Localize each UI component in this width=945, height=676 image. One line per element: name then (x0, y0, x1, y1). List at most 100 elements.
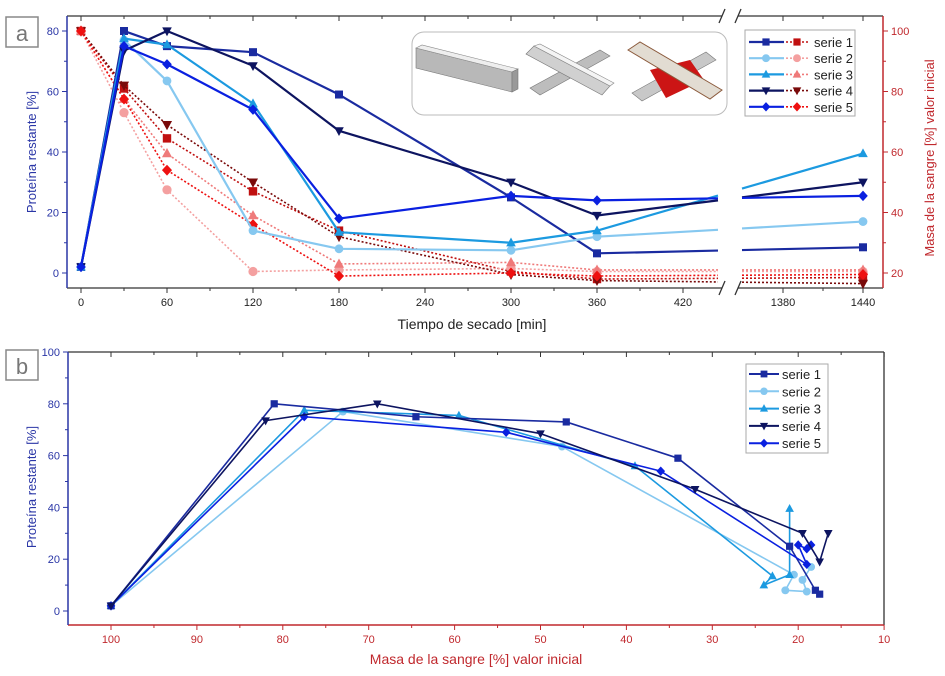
legend-label: serie 1 (782, 367, 821, 382)
protein-series-line (79, 29, 719, 268)
panel-b-legend: serie 1 serie 2 serie 3 serie 4 serie 5 (745, 363, 829, 454)
protein-series-line (741, 152, 864, 190)
data-point (785, 570, 794, 578)
data-point (798, 530, 807, 538)
protein-data-point (162, 59, 172, 70)
mass-series-line (80, 30, 718, 273)
mass-data-point (857, 269, 869, 280)
axis-break-mark (734, 280, 742, 296)
sample-blood-stained-image (627, 41, 723, 102)
legend-label: serie 2 (782, 384, 821, 399)
protein-data-point (334, 244, 344, 254)
x-tick-label: 100 (102, 634, 120, 646)
legend-marker (760, 370, 768, 378)
mass-data-point (118, 81, 130, 91)
x-tick-label: 30 (706, 634, 718, 646)
y-tick-label: 40 (47, 147, 59, 159)
protein-data-point (592, 211, 602, 221)
y-tick-label: 100 (42, 347, 60, 359)
protein-data-point (248, 98, 258, 108)
data-point (815, 558, 824, 567)
y2-tick-label: 80 (891, 87, 903, 99)
mass-data-point (162, 185, 172, 195)
data-point (798, 575, 807, 584)
protein-data-point (593, 249, 601, 258)
x-tick-label: 180 (330, 297, 348, 309)
legend-mass-marker (792, 102, 802, 112)
panel-b-label: b (16, 354, 28, 379)
data-point (261, 417, 270, 426)
series-line (110, 409, 791, 607)
data-point (793, 540, 803, 550)
y-tick-label: 20 (47, 208, 59, 220)
protein-series-line (79, 29, 719, 268)
data-point (823, 530, 833, 538)
mass-data-point (161, 148, 173, 158)
x-tick-label: 420 (674, 297, 692, 309)
mass-data-point (162, 134, 172, 143)
protein-data-point (119, 40, 129, 52)
sample-crossed-bars-image (525, 43, 615, 96)
panel-b-y-axis-title: Proteína restante [%] (24, 426, 39, 548)
protein-data-point (858, 178, 868, 188)
data-point (270, 400, 278, 408)
legend-mass-marker (792, 87, 802, 96)
x-tick-label: 1380 (771, 297, 795, 309)
legend-marker (759, 422, 769, 431)
y2-tick-label: 40 (891, 208, 903, 220)
x-tick-label: 0 (78, 297, 84, 309)
legend-label: serie 2 (814, 51, 853, 66)
panel-a-label-box (5, 16, 39, 48)
x-tick-label: 50 (534, 634, 546, 646)
x-tick-label: 20 (792, 634, 804, 646)
x-tick-label: 60 (161, 297, 173, 309)
legend-protein-marker (762, 54, 770, 63)
protein-data-point (119, 33, 129, 43)
y-tick-label: 80 (48, 399, 60, 411)
mass-data-point (248, 266, 258, 277)
protein-series-line (79, 37, 719, 268)
legend-label: serie 5 (814, 100, 853, 115)
series-line (110, 410, 812, 607)
data-point (299, 405, 309, 414)
data-point (501, 427, 511, 437)
sample-bar-image (415, 44, 519, 93)
mass-data-point (857, 279, 869, 290)
inset-sample-images (411, 31, 728, 116)
protein-data-point (506, 190, 516, 202)
protein-data-point (162, 27, 172, 37)
mass-data-point (161, 164, 173, 176)
legend-mass-marker (793, 38, 801, 46)
axis-break-mark (718, 280, 726, 296)
x-tick-label: 90 (191, 634, 203, 646)
legend-mass-marker (793, 54, 801, 63)
protein-data-point (334, 213, 344, 224)
protein-data-point (859, 243, 867, 252)
protein-data-point (858, 190, 868, 202)
mass-data-point (248, 187, 258, 196)
legend-protein-marker (761, 87, 771, 96)
y-tick-label: 0 (54, 606, 60, 618)
protein-data-point (334, 127, 344, 137)
x-tick-label: 360 (588, 297, 606, 309)
protein-data-point (335, 90, 343, 99)
legend-protein-marker (761, 69, 771, 78)
x-tick-label: 70 (363, 634, 375, 646)
legend-mass-marker (792, 69, 802, 78)
protein-data-point (248, 226, 258, 236)
legend-label: serie 3 (782, 402, 821, 417)
protein-data-point (162, 39, 172, 49)
legend-label: serie 1 (814, 35, 853, 50)
panel-b-x-axis-title: Masa de la sangre [%] valor inicial (370, 651, 582, 667)
protein-series-line (741, 246, 864, 252)
data-point (690, 486, 700, 494)
mass-data-point (505, 256, 517, 267)
legend-label: serie 3 (814, 67, 853, 82)
protein-data-point (162, 76, 172, 86)
y2-tick-label: 20 (891, 268, 903, 280)
protein-data-point (592, 225, 602, 235)
axis-break-mark (718, 8, 726, 24)
protein-data-point (506, 245, 516, 255)
x-tick-label: 10 (878, 634, 890, 646)
protein-data-point (592, 232, 602, 242)
